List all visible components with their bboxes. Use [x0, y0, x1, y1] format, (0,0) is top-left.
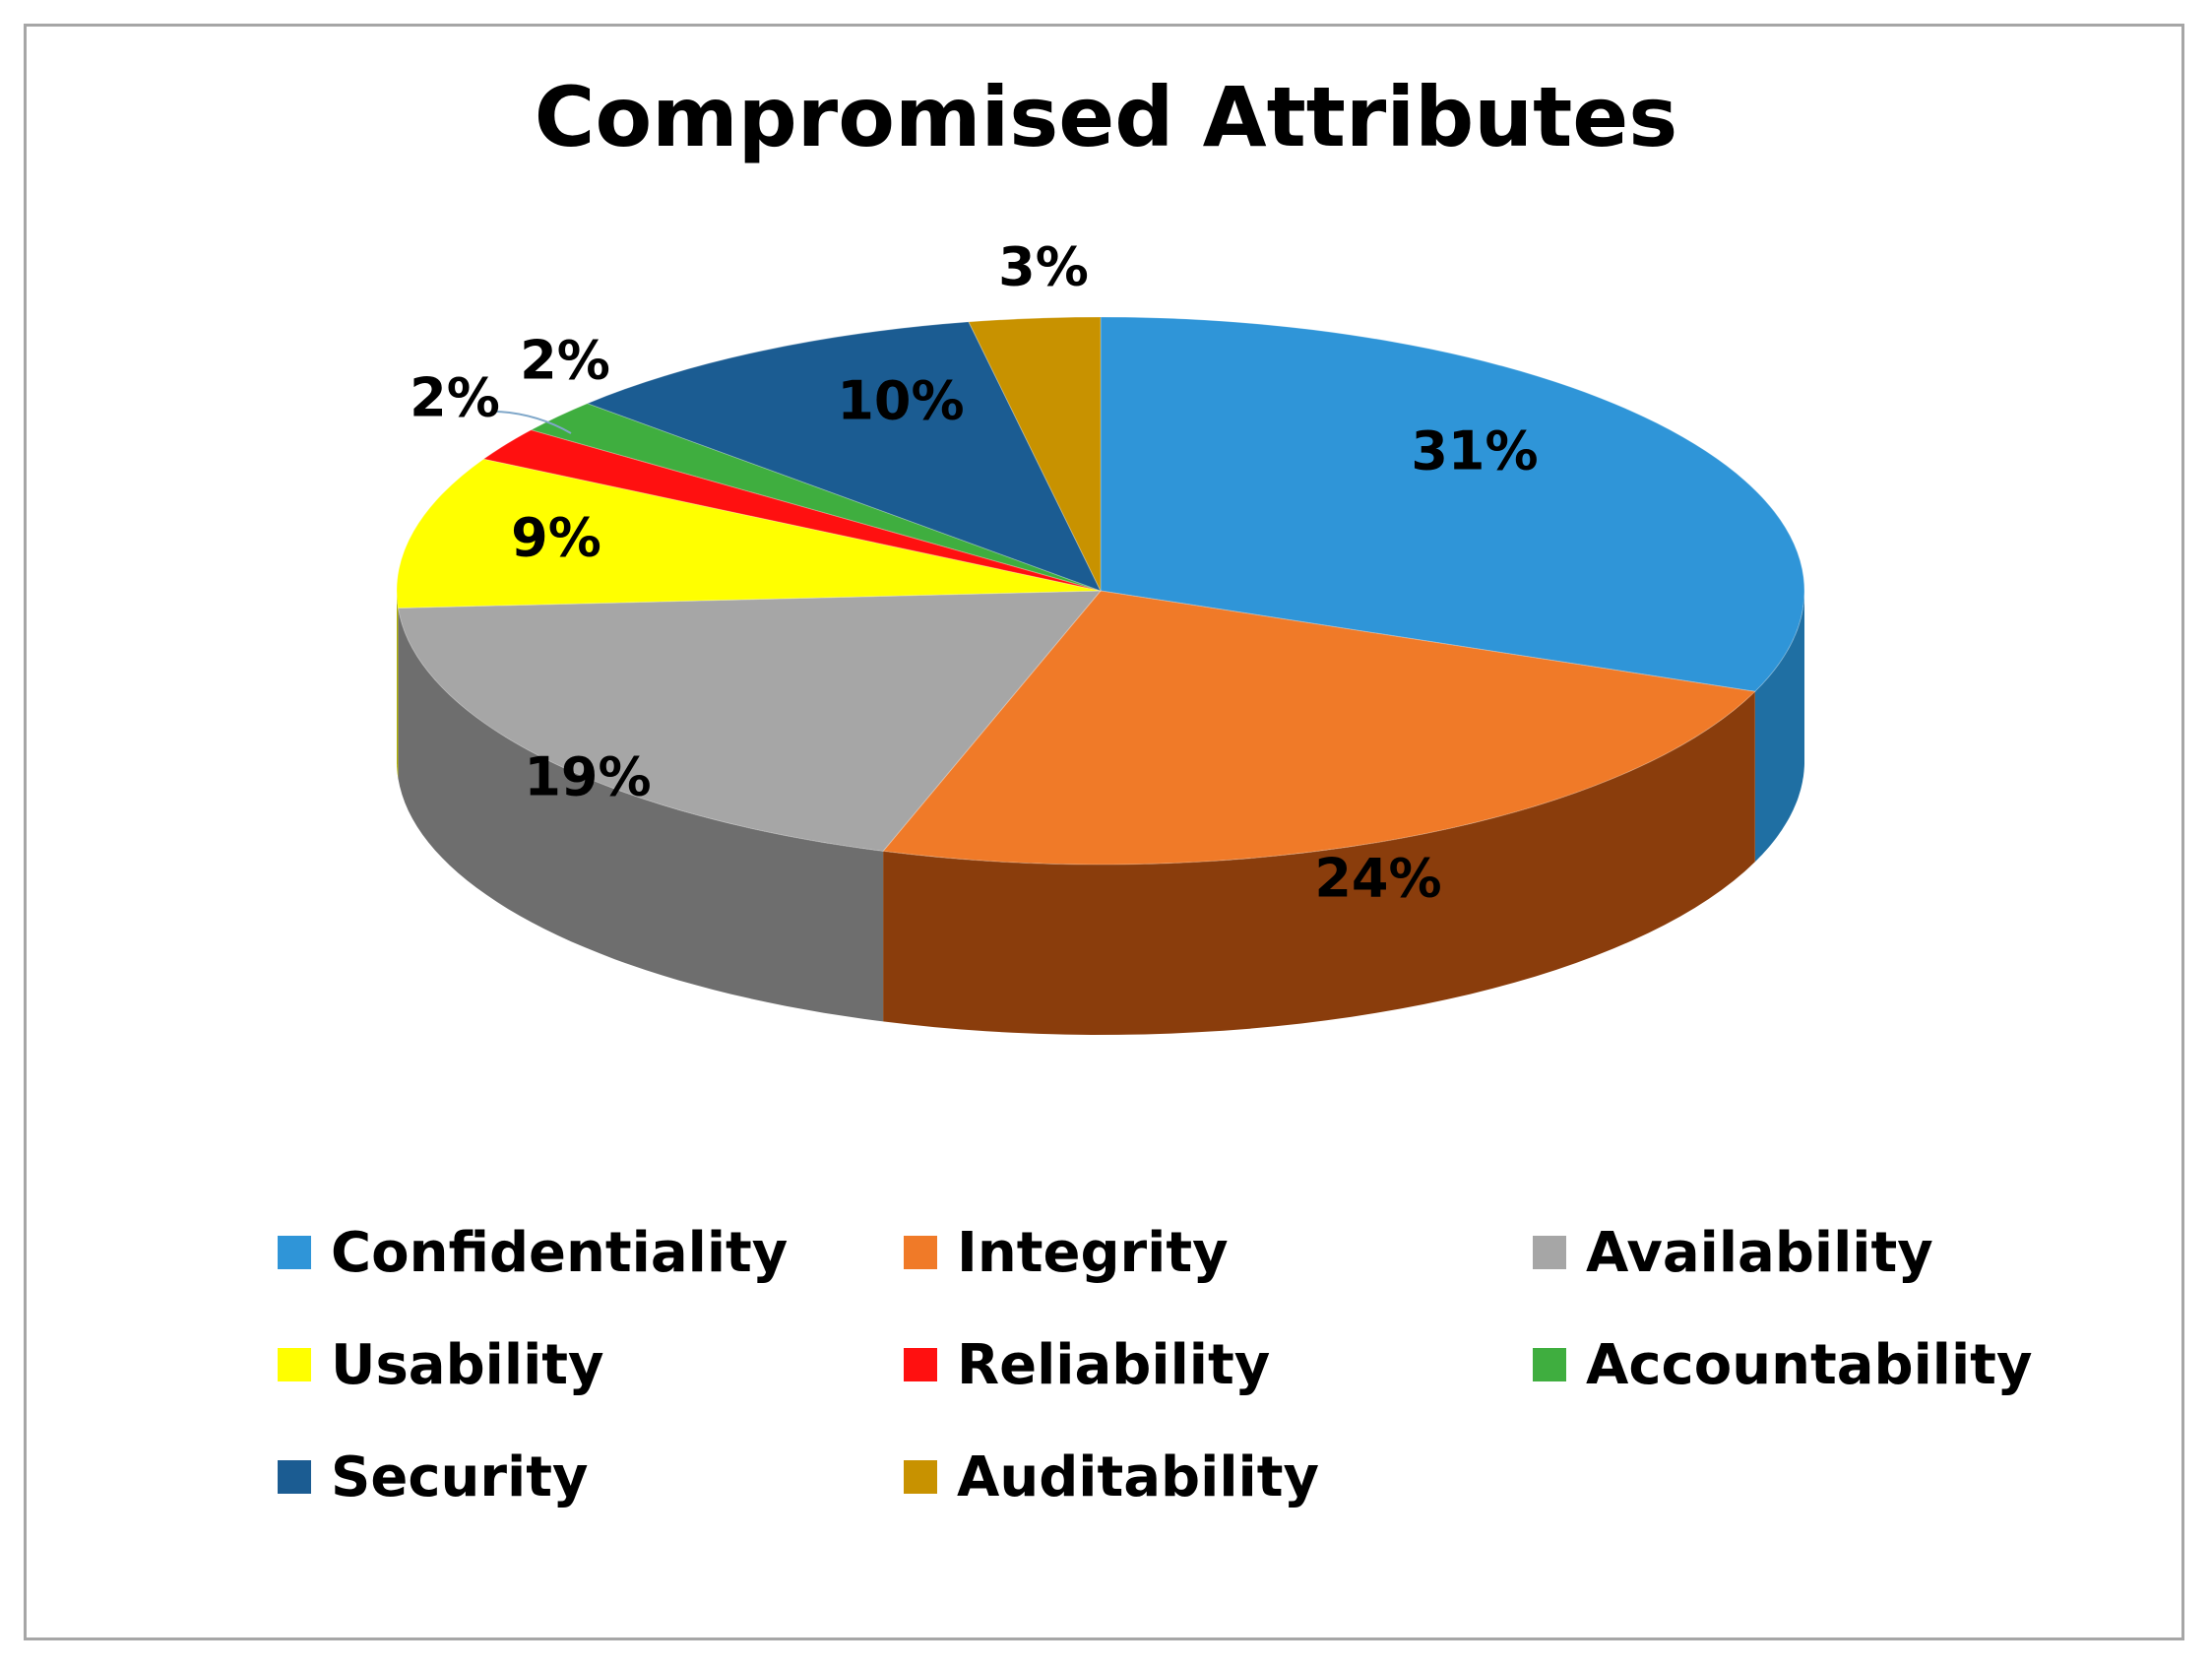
pie-side-integrity: [883, 691, 1755, 1035]
pie-slice-reliability: [482, 429, 1102, 592]
data-label-integrity: 24%: [1314, 848, 1441, 910]
pie-slice-accountability: [530, 403, 1102, 592]
pie-side-usability: [397, 591, 399, 779]
data-label-accountability: 2%: [520, 330, 610, 392]
pie-slice-integrity: [882, 590, 1756, 866]
chart-frame: [24, 24, 2184, 1640]
data-label-availability: 19%: [524, 746, 651, 808]
data-label-reliability: 2%: [410, 367, 500, 429]
pie-side-confidentiality: [1754, 591, 1804, 863]
pie-slice-security: [586, 321, 1102, 592]
data-label-security: 10%: [837, 370, 964, 432]
data-label-confidentiality: 31%: [1411, 420, 1538, 482]
data-label-usability: 9%: [511, 507, 601, 569]
pie-slice-auditability: [968, 316, 1102, 592]
pie-side-availability: [398, 608, 884, 1022]
data-label-auditability: 3%: [998, 236, 1089, 298]
chart-title: Compromised Attributes: [534, 69, 1678, 165]
pie-slice-usability: [396, 458, 1102, 610]
pie-slice-confidentiality: [1100, 316, 1805, 692]
leader-line-reliability: [496, 411, 572, 434]
pie-slice-availability: [397, 590, 1103, 852]
